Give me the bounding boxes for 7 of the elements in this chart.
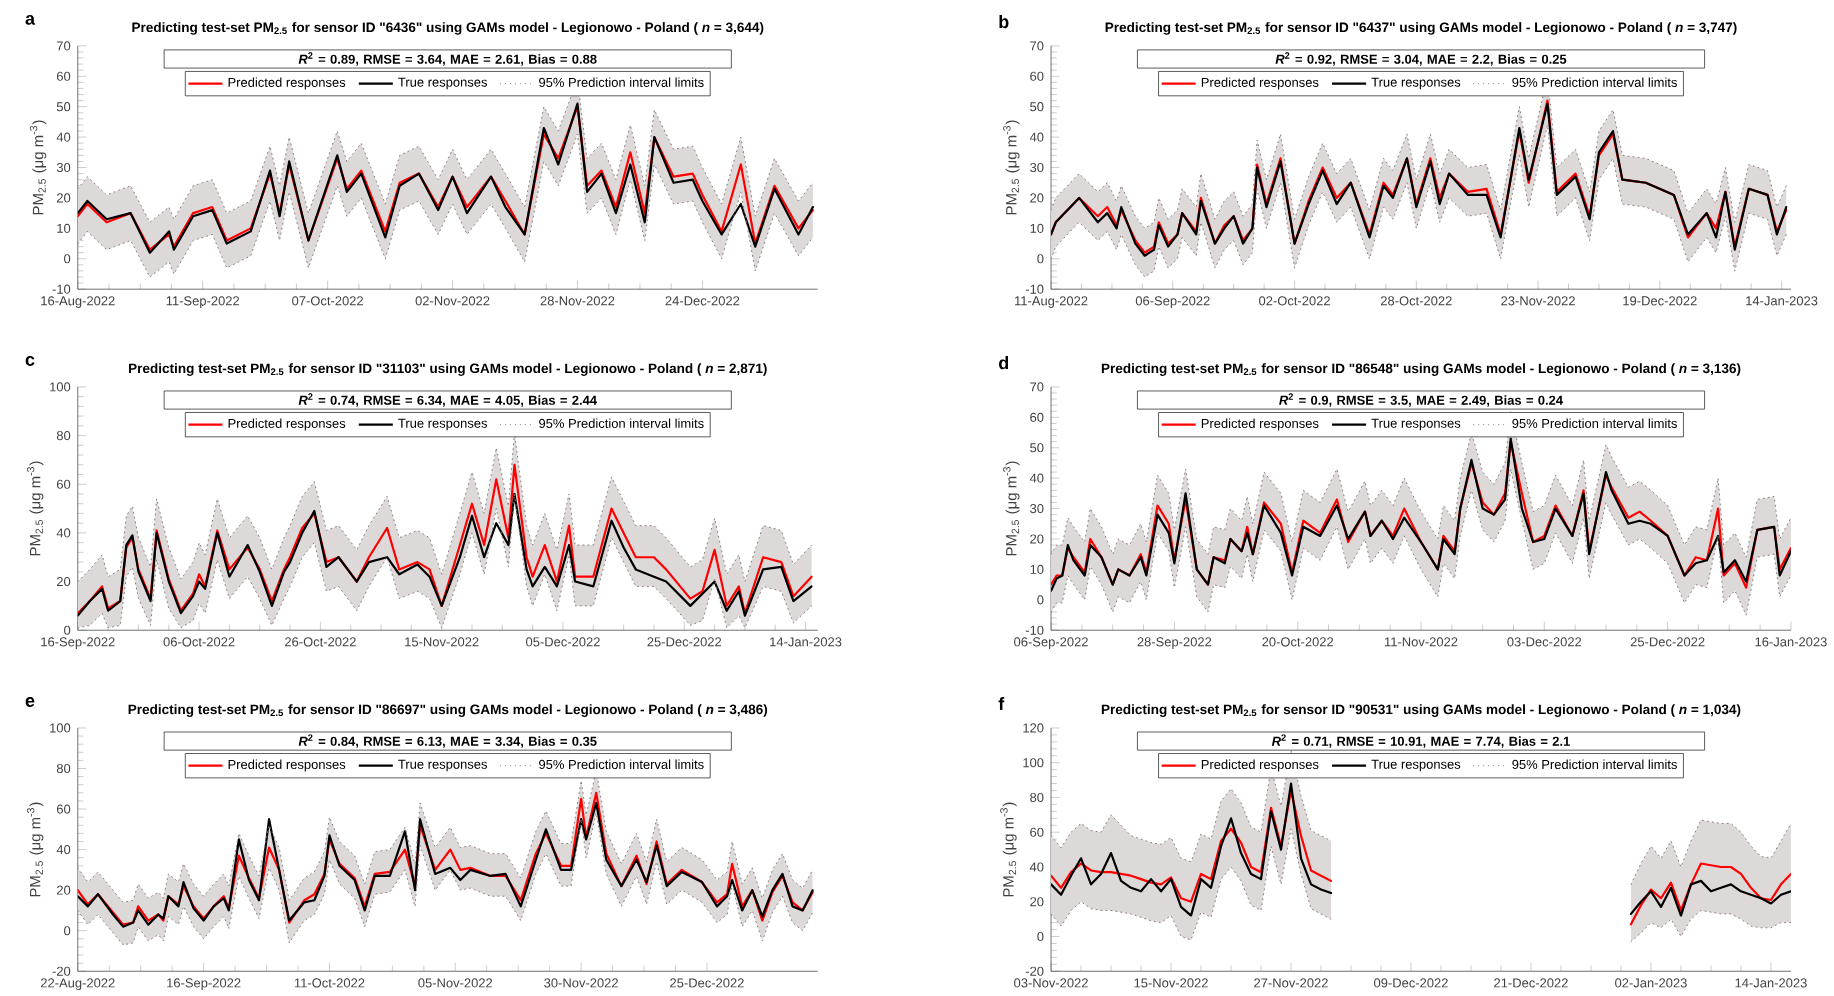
text: e xyxy=(25,696,35,707)
text: b xyxy=(999,14,1009,28)
text: d xyxy=(999,355,1009,369)
text: c xyxy=(25,355,35,366)
text: a xyxy=(25,14,36,25)
line-series xyxy=(77,463,813,614)
text: f xyxy=(998,696,1005,710)
